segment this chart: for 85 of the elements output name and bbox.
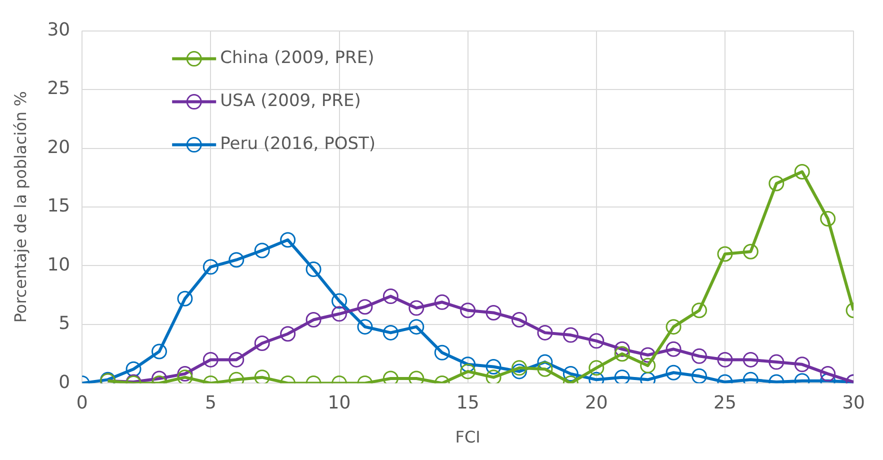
point bbox=[254, 242, 270, 258]
point bbox=[460, 356, 476, 372]
point bbox=[460, 302, 476, 318]
y-tick-label: 10 bbox=[47, 254, 70, 276]
point bbox=[640, 358, 656, 374]
point bbox=[486, 359, 502, 375]
legend-label: China (2009, PRE) bbox=[220, 48, 374, 68]
point bbox=[382, 324, 398, 340]
point bbox=[537, 361, 553, 377]
point bbox=[126, 361, 142, 377]
point bbox=[614, 370, 630, 384]
legend-label: Peru (2016, POST) bbox=[220, 134, 376, 154]
y-tick-label: 20 bbox=[47, 136, 70, 158]
legend-label: USA (2009, PRE) bbox=[220, 91, 361, 112]
point bbox=[228, 252, 244, 268]
point bbox=[202, 352, 218, 368]
y-tick-label: 5 bbox=[58, 313, 70, 334]
point bbox=[666, 319, 682, 335]
point bbox=[434, 344, 450, 360]
y-tick-label: 30 bbox=[47, 19, 70, 40]
point bbox=[408, 300, 424, 316]
point bbox=[537, 354, 553, 370]
point bbox=[460, 364, 476, 380]
x-tick-label: 10 bbox=[328, 392, 351, 414]
point bbox=[768, 176, 784, 192]
point bbox=[588, 333, 604, 349]
point bbox=[692, 302, 708, 318]
point bbox=[692, 368, 708, 384]
point bbox=[794, 164, 810, 180]
point bbox=[152, 370, 167, 384]
point bbox=[512, 360, 528, 376]
point bbox=[742, 352, 758, 368]
point bbox=[177, 366, 193, 382]
point bbox=[588, 360, 604, 376]
point bbox=[408, 370, 424, 384]
point bbox=[177, 290, 193, 306]
point bbox=[254, 370, 270, 384]
point bbox=[666, 341, 682, 357]
point bbox=[280, 232, 296, 248]
point bbox=[537, 324, 553, 340]
point bbox=[640, 347, 656, 363]
point bbox=[614, 346, 630, 362]
point bbox=[614, 341, 630, 357]
point bbox=[768, 354, 784, 370]
y-tick-label: 0 bbox=[58, 372, 70, 393]
point bbox=[512, 312, 528, 328]
point bbox=[512, 364, 528, 380]
point bbox=[666, 364, 682, 380]
point bbox=[152, 344, 167, 360]
x-tick-label: 15 bbox=[456, 392, 480, 414]
x-tick-label: 20 bbox=[584, 392, 608, 414]
point bbox=[794, 356, 810, 372]
point bbox=[202, 259, 218, 275]
point bbox=[742, 244, 758, 260]
point bbox=[717, 352, 733, 368]
point bbox=[562, 327, 578, 343]
point bbox=[254, 336, 270, 352]
point bbox=[717, 246, 733, 262]
point bbox=[332, 293, 347, 309]
point bbox=[228, 352, 244, 368]
point bbox=[177, 370, 193, 384]
point bbox=[692, 348, 708, 364]
y-tick-label: 15 bbox=[47, 196, 70, 217]
point bbox=[434, 294, 450, 310]
x-tick-label: 5 bbox=[204, 392, 216, 414]
x-axis-title: FCI bbox=[455, 428, 480, 447]
point bbox=[486, 304, 502, 320]
point bbox=[382, 288, 398, 304]
point bbox=[357, 299, 373, 315]
point bbox=[408, 319, 424, 335]
point bbox=[280, 326, 296, 342]
point bbox=[332, 306, 347, 322]
x-tick-label: 0 bbox=[76, 392, 88, 414]
x-tick-label: 30 bbox=[842, 392, 865, 414]
point bbox=[306, 262, 322, 278]
point bbox=[357, 319, 373, 335]
point bbox=[382, 370, 398, 384]
point bbox=[820, 366, 836, 382]
point bbox=[306, 312, 322, 328]
x-tick-label: 25 bbox=[714, 392, 736, 414]
point bbox=[486, 370, 502, 384]
point bbox=[820, 210, 836, 226]
y-tick-label: 25 bbox=[47, 78, 70, 100]
point bbox=[562, 366, 578, 382]
y-axis-title: Porcentaje de la población % bbox=[10, 91, 30, 323]
